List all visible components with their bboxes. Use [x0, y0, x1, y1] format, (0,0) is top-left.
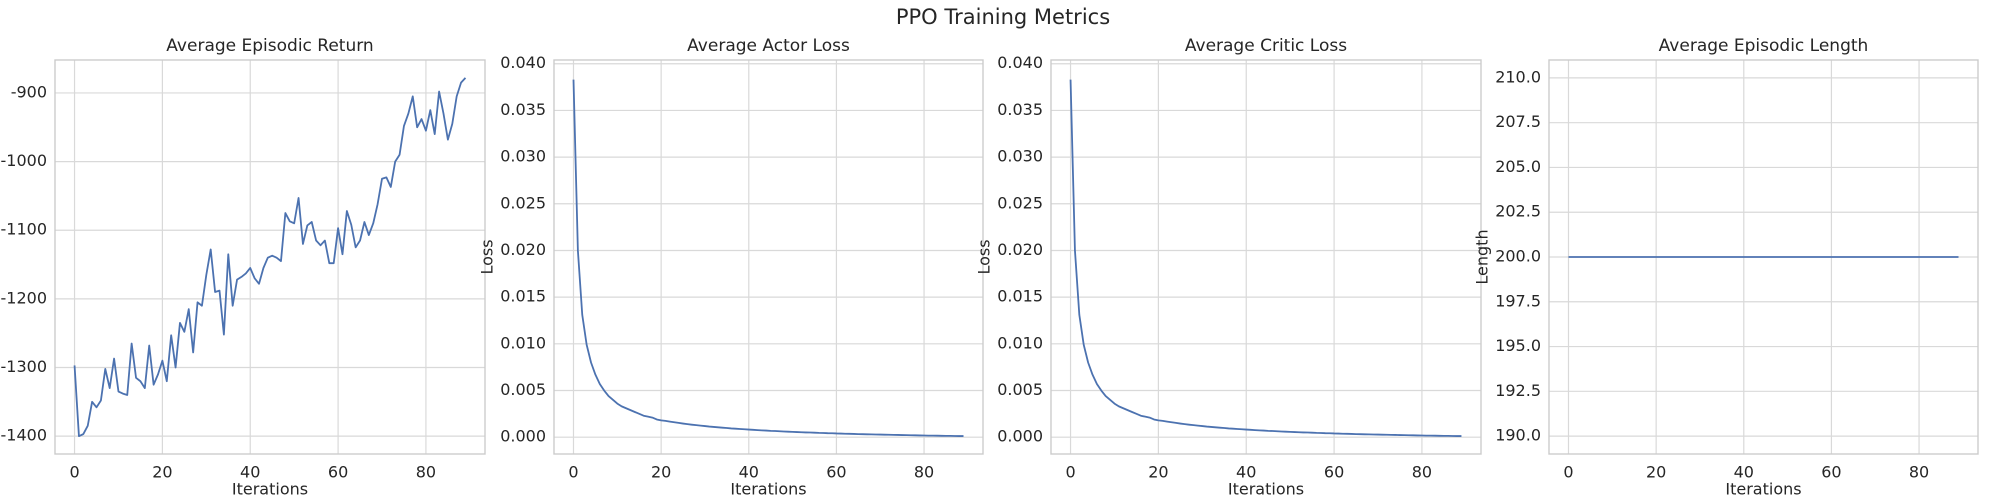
- x-tick-label: 20: [152, 463, 172, 482]
- y-tick-label: 0.035: [500, 100, 546, 119]
- y-tick-label: 205.0: [1495, 157, 1541, 176]
- y-tick-label: 0.020: [500, 240, 546, 259]
- y-tick-label: 195.0: [1495, 336, 1541, 355]
- x-tick-label: 80: [1909, 463, 1929, 482]
- x-tick-label: 20: [1646, 463, 1666, 482]
- y-tick-label: 0.010: [997, 333, 1043, 352]
- x-tick-label: 60: [826, 463, 846, 482]
- y-tick-label: -1300: [1, 357, 48, 376]
- x-axis-label: Iterations: [1228, 480, 1304, 499]
- chart-title: Average Episodic Length: [1659, 36, 1869, 56]
- x-axis-label: Iterations: [730, 480, 806, 499]
- y-tick-label: 0.005: [500, 380, 546, 399]
- x-tick-label: 40: [739, 463, 759, 482]
- y-tick-label: -1400: [1, 426, 48, 445]
- x-axis-label: Iterations: [1725, 480, 1801, 499]
- y-tick-label: 190.0: [1495, 426, 1541, 445]
- axes-frame: [1050, 59, 1482, 455]
- x-tick-label: 60: [1324, 463, 1344, 482]
- x-tick-label: 80: [914, 463, 934, 482]
- y-tick-label: 0.000: [997, 427, 1043, 446]
- chart-title: Average Critic Loss: [1185, 36, 1347, 56]
- x-axis-label: Iterations: [232, 480, 308, 499]
- y-tick-label: 0.040: [997, 53, 1043, 72]
- y-tick-label: 0.030: [500, 147, 546, 166]
- x-tick-label: 40: [1236, 463, 1256, 482]
- axes-frame: [1548, 59, 1979, 455]
- y-tick-label: 200.0: [1495, 247, 1541, 266]
- y-tick-label: 0.040: [500, 53, 546, 72]
- x-tick-label: 0: [1563, 463, 1573, 482]
- y-axis-label: Length: [1473, 229, 1492, 284]
- y-tick-label: 197.5: [1495, 291, 1541, 310]
- y-tick-label: 192.5: [1495, 381, 1541, 400]
- y-tick-label: 0.025: [500, 193, 546, 212]
- y-tick-label: -900: [11, 82, 47, 101]
- y-tick-label: 0.020: [997, 240, 1043, 259]
- x-tick-label: 0: [1065, 463, 1075, 482]
- x-tick-label: 0: [69, 463, 79, 482]
- x-tick-label: 20: [1148, 463, 1168, 482]
- y-tick-label: -1200: [1, 288, 48, 307]
- y-tick-label: 0.025: [997, 193, 1043, 212]
- y-tick-label: 0.000: [500, 427, 546, 446]
- y-tick-label: 0.010: [500, 333, 546, 352]
- y-tick-label: 0.030: [997, 147, 1043, 166]
- x-tick-label: 20: [651, 463, 671, 482]
- x-tick-label: 0: [568, 463, 578, 482]
- x-tick-label: 40: [1734, 463, 1754, 482]
- x-tick-label: 60: [1821, 463, 1841, 482]
- y-tick-label: 0.015: [997, 287, 1043, 306]
- chart-title: Average Episodic Return: [166, 36, 373, 56]
- y-tick-label: 207.5: [1495, 112, 1541, 131]
- y-tick-label: -1000: [1, 151, 48, 170]
- y-tick-label: 0.015: [500, 287, 546, 306]
- x-tick-label: 80: [416, 463, 436, 482]
- y-tick-label: 0.005: [997, 380, 1043, 399]
- axes-frame: [553, 59, 984, 455]
- line: [572, 79, 964, 437]
- y-tick-label: 210.0: [1495, 67, 1541, 86]
- y-tick-label: 202.5: [1495, 202, 1541, 221]
- figure-title: PPO Training Metrics: [896, 5, 1110, 29]
- y-tick-label: 0.035: [997, 100, 1043, 119]
- x-tick-label: 60: [328, 463, 348, 482]
- x-tick-label: 40: [240, 463, 260, 482]
- chart-title: Average Actor Loss: [687, 36, 850, 56]
- line: [1069, 79, 1462, 437]
- y-tick-label: -1100: [1, 220, 48, 239]
- line: [73, 77, 467, 438]
- y-axis-label: Loss: [478, 239, 497, 274]
- x-tick-label: 80: [1412, 463, 1432, 482]
- y-axis-label: Loss: [975, 239, 994, 274]
- axes-frame: [54, 59, 486, 455]
